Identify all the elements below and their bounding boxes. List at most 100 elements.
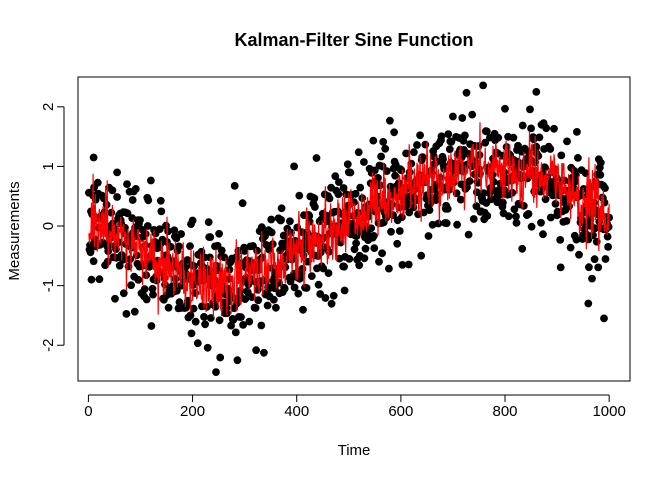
data-point [311, 203, 319, 211]
data-point [302, 284, 311, 292]
data-point [385, 264, 393, 273]
data-point [479, 189, 488, 198]
x-tick-label: 800 [493, 403, 518, 420]
data-point [93, 178, 102, 187]
data-point [532, 142, 541, 151]
data-point [241, 295, 250, 303]
data-point [267, 228, 276, 237]
data-point [189, 304, 198, 313]
data-point [181, 263, 190, 272]
data-point [141, 230, 150, 238]
data-point [319, 264, 328, 273]
data-point [413, 141, 421, 149]
data-point [421, 140, 430, 149]
data-point [321, 294, 330, 302]
data-point [269, 295, 278, 304]
data-point [148, 284, 157, 293]
data-point [588, 274, 596, 283]
data-point [603, 232, 612, 241]
data-point [95, 275, 104, 284]
data-point [519, 202, 528, 210]
data-point [445, 145, 454, 154]
data-point [238, 199, 247, 208]
data-point [345, 255, 354, 263]
data-point [377, 152, 385, 161]
data-point [481, 138, 490, 147]
data-point [324, 269, 333, 277]
data-point [439, 155, 447, 164]
data-point [230, 182, 239, 190]
axes: 0 200 400 600 800 1000 -2 -1 0 1 2 [40, 103, 626, 420]
data-point [107, 208, 116, 217]
data-point [510, 205, 519, 214]
data-point [314, 280, 323, 289]
data-point [596, 158, 605, 167]
data-point [532, 88, 541, 96]
data-point [147, 322, 156, 330]
data-point [131, 185, 140, 193]
data-point [518, 121, 527, 130]
data-point [143, 222, 152, 230]
data-point [240, 247, 249, 255]
data-point [434, 219, 443, 228]
data-point [257, 321, 266, 330]
data-point [355, 261, 364, 270]
data-point [253, 246, 261, 255]
data-point [128, 196, 137, 204]
data-point [186, 242, 194, 251]
data-point [428, 220, 437, 229]
data-point [391, 171, 399, 180]
data-point [89, 257, 98, 266]
data-point [147, 176, 155, 185]
data-point [231, 328, 240, 337]
x-axis-label: Time [338, 442, 371, 459]
x-tick-label: 0 [84, 403, 92, 420]
data-point [447, 137, 456, 146]
data-point [541, 195, 550, 204]
data-point [416, 131, 424, 140]
data-point [261, 232, 269, 241]
data-point [479, 81, 487, 90]
data-point [437, 132, 446, 141]
data-point [140, 285, 149, 293]
data-point [494, 133, 503, 142]
data-point [339, 184, 348, 192]
data-point [367, 224, 376, 233]
data-point [509, 133, 518, 142]
data-point [212, 368, 220, 376]
data-point [245, 317, 254, 326]
data-point [573, 127, 581, 136]
data-point [461, 131, 469, 140]
data-point [417, 251, 426, 260]
y-axis-label: Measurements [6, 181, 23, 280]
data-point [312, 154, 321, 162]
data-point [130, 307, 139, 316]
data-point [550, 124, 558, 133]
data-point [183, 256, 192, 264]
x-tick-label: 200 [180, 403, 205, 420]
data-point [286, 217, 294, 226]
data-point [260, 348, 268, 357]
data-point [382, 167, 391, 176]
data-point [369, 232, 378, 240]
data-point [356, 183, 365, 192]
data-point [290, 162, 298, 171]
data-point [86, 248, 95, 257]
data-point [449, 112, 457, 121]
data-point [325, 194, 334, 203]
data-point [512, 212, 520, 221]
data-point [379, 138, 388, 146]
data-point [542, 124, 551, 133]
data-point [404, 260, 413, 269]
data-point [551, 200, 560, 208]
data-point [254, 296, 263, 305]
data-point [565, 202, 573, 211]
data-point [175, 242, 183, 251]
data-point [472, 202, 481, 211]
data-point [527, 222, 536, 231]
data-point [352, 239, 360, 248]
data-point [200, 313, 208, 321]
data-point [155, 225, 164, 234]
y-tick-label: 0 [40, 222, 57, 230]
